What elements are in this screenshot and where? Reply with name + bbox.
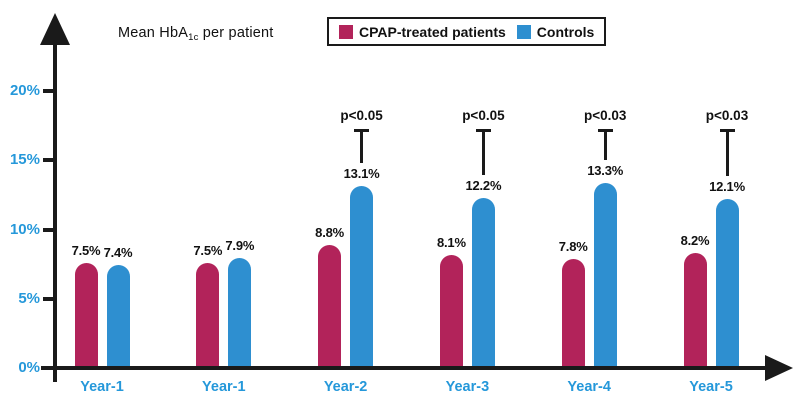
category-label: Year-1 (80, 379, 124, 395)
category-label: Year-3 (445, 379, 490, 395)
bar-value-label: 7.5% (193, 243, 223, 259)
p-value-annotation: p<0.05 (340, 108, 383, 123)
bar-value-label: 13.3% (587, 162, 624, 178)
bar-cpap (439, 254, 463, 367)
chart-title-prefix: Mean HbA (118, 25, 189, 41)
bar-cpap (74, 263, 98, 367)
bar-control (593, 182, 617, 367)
legend-label-cpap: CPAP-treated patients (359, 23, 506, 40)
category-label: Year-2 (323, 379, 368, 395)
category-label: Year-4 (567, 379, 611, 395)
bar-value-label: 8.1% (436, 234, 466, 250)
controls-swatch-icon (516, 24, 531, 39)
y-tick (43, 227, 55, 232)
y-tick-label: 5% (18, 289, 40, 307)
bar-control (106, 264, 130, 367)
p-value-annotation: p<0.05 (462, 108, 505, 123)
legend: CPAP-treated patients Controls (327, 17, 607, 46)
bar-cpap (561, 258, 585, 367)
legend-item-controls: Controls (516, 23, 595, 40)
y-tick-label: 0% (18, 359, 40, 376)
p-value-annotation: p<0.03 (705, 108, 749, 123)
y-tick (43, 158, 55, 163)
y-axis-line (53, 40, 57, 382)
x-axis-arrow-icon (765, 355, 793, 381)
y-tick-label: 20% (9, 82, 40, 99)
bar-value-label: 13.1% (343, 165, 380, 181)
chart-title-suffix: per patient (198, 25, 274, 41)
bar-value-label: 7.4% (103, 244, 133, 260)
annotation-stem-icon (481, 129, 485, 176)
x-axis-line (41, 366, 767, 370)
y-tick (43, 89, 55, 93)
p-value-annotation: p<0.03 (583, 108, 627, 123)
bar-cpap (683, 253, 707, 367)
bar-control (715, 199, 739, 367)
bar-value-label: 8.8% (315, 225, 345, 241)
annotation-stem-icon (603, 129, 607, 160)
y-tick-label: 10% (9, 220, 40, 238)
bar-control (228, 257, 252, 367)
bar-value-label: 7.5% (71, 243, 101, 259)
y-axis-arrow-icon (40, 13, 70, 45)
chart-title: Mean HbA1c per patient (118, 25, 274, 43)
category-label: Year-5 (689, 379, 733, 395)
chart-title-subscript: 1c (188, 32, 199, 43)
annotation-stem-icon (360, 129, 364, 163)
bar-cpap (196, 263, 220, 367)
legend-item-cpap: CPAP-treated patients (339, 24, 506, 40)
legend-label-controls: Controls (536, 23, 595, 40)
y-tick (43, 296, 55, 301)
bar-value-label: 8.2% (680, 233, 710, 249)
bar-control (350, 185, 374, 367)
category-label: Year-1 (202, 379, 246, 395)
bar-value-label: 12.2% (465, 178, 502, 194)
bar-value-label: 12.1% (709, 179, 745, 195)
y-tick-label: 15% (9, 151, 40, 169)
bar-cpap (318, 245, 342, 367)
cpap-swatch-icon (339, 24, 353, 39)
bar-value-label: 7.8% (558, 238, 588, 254)
bar-value-label: 7.9% (225, 237, 255, 253)
bar-control (471, 198, 495, 367)
annotation-stem-icon (725, 129, 729, 177)
